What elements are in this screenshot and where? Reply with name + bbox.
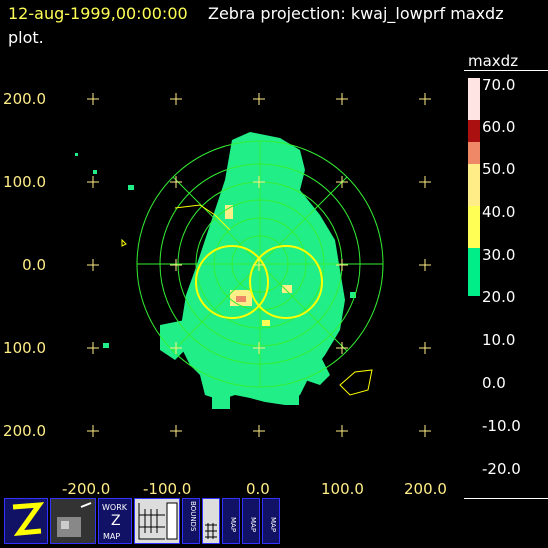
plot-datetime: 12-aug-1999,00:00:00 <box>8 4 188 23</box>
x-tick-label: -100.0 <box>143 480 192 498</box>
colorbar-label: 70.0 <box>482 76 516 94</box>
x-tick-label: -200.0 <box>62 480 111 498</box>
x-tick-label: 100.0 <box>321 480 364 498</box>
plot-description: Zebra projection: kwaj_lowprf maxdz <box>208 4 504 23</box>
y-tick-label: 0.0 <box>22 256 46 274</box>
colorbar-bottom-rule <box>464 498 548 499</box>
work-map-button[interactable]: WORK Z MAP <box>98 498 132 544</box>
zebra-z-icon <box>12 502 45 536</box>
satellite-image-icon[interactable] <box>50 498 96 544</box>
grid-icon <box>205 523 217 539</box>
map-overlay-button-2[interactable]: MAP <box>242 498 260 544</box>
colorbar <box>468 78 480 296</box>
colorbar-label: -10.0 <box>482 417 521 435</box>
colorbar-label: 40.0 <box>482 203 516 221</box>
colorbar-label: -20.0 <box>482 460 521 478</box>
plot-description-cont: plot. <box>8 28 44 47</box>
bounds-button[interactable]: BOUNDS <box>182 498 200 544</box>
colorbar-label: 60.0 <box>482 118 516 136</box>
zebra-logo-icon[interactable] <box>4 498 48 544</box>
colorbar-label: 20.0 <box>482 288 516 306</box>
grid-button[interactable] <box>202 498 220 544</box>
radar-echo-field <box>75 132 356 409</box>
x-tick-label: 200.0 <box>404 480 447 498</box>
high-reflectivity-cores <box>225 205 292 326</box>
map-overlay-button-1[interactable]: MAP <box>222 498 240 544</box>
colorbar-label: 50.0 <box>482 160 516 178</box>
colorbar-top-rule <box>464 70 548 71</box>
y-tick-label: 100.0 <box>3 339 46 357</box>
y-tick-label: 200.0 <box>3 90 46 108</box>
grid-markers <box>87 93 431 437</box>
map-grid-icon <box>138 502 178 540</box>
range-rings <box>136 140 384 388</box>
icon-toolbar: WORK Z MAP BOUNDS MAP MAP MAP <box>4 498 280 546</box>
y-tick-label: 200.0 <box>3 422 46 440</box>
colorbar-label: 10.0 <box>482 331 516 349</box>
kwaj-map-button[interactable] <box>134 498 180 544</box>
colorbar-label: 30.0 <box>482 246 516 264</box>
x-tick-label: 0.0 <box>246 480 270 498</box>
coverage-overlay <box>121 204 373 396</box>
satellite-icon <box>57 502 92 537</box>
map-overlay-button-3[interactable]: MAP <box>262 498 280 544</box>
colorbar-title: maxdz <box>468 52 519 70</box>
colorbar-label: 0.0 <box>482 374 506 392</box>
y-tick-label: 100.0 <box>3 173 46 191</box>
